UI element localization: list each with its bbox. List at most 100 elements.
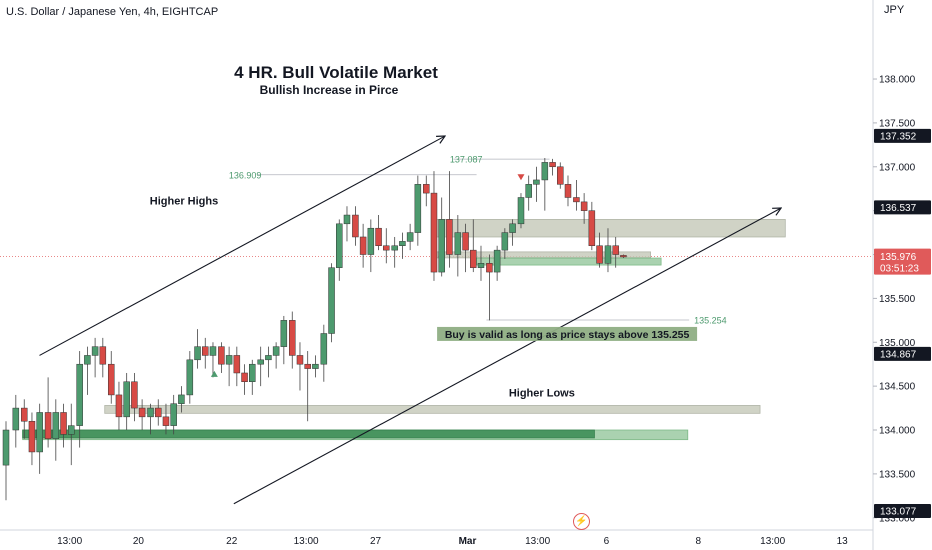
- trend-line: [233, 208, 781, 505]
- candle-bull: [312, 363, 319, 369]
- candle-bull: [541, 162, 549, 181]
- candle-bear: [573, 197, 580, 203]
- price-tick-label: 135.000: [879, 338, 916, 349]
- callout-box: [437, 326, 698, 341]
- candle-bear: [20, 407, 28, 422]
- time-tick-label: 13:00: [760, 536, 785, 547]
- candle-bear: [289, 320, 296, 356]
- trend-line: [39, 136, 445, 356]
- callout-text: Buy is valid as long as price stays abov…: [445, 329, 690, 341]
- candle-bull: [178, 394, 185, 404]
- zone-green: [476, 257, 662, 266]
- price-badge: [874, 128, 931, 143]
- candle-bull: [225, 355, 233, 365]
- price-tick-label: 138.000: [879, 75, 916, 86]
- replay-bolt-icon[interactable]: ⚡: [573, 513, 590, 530]
- time-tick-label: 22: [226, 536, 238, 547]
- candle-bear: [131, 381, 138, 409]
- candle-bull: [194, 346, 201, 361]
- candle-bull: [280, 320, 288, 347]
- candle-bear: [218, 346, 225, 365]
- candle-bear: [202, 346, 209, 356]
- annotation-text: Higher Lows: [509, 388, 575, 400]
- candle-bull: [343, 214, 351, 225]
- candle-bear: [430, 192, 438, 273]
- candle-bear: [470, 249, 477, 268]
- candle-bear: [462, 232, 469, 251]
- candle-bull: [517, 197, 525, 225]
- price-tick-label: 133.500: [879, 469, 916, 480]
- chart-symbol-title: U.S. Dollar / Japanese Yen, 4h, EIGHTCAP: [6, 6, 219, 18]
- candle-bull: [336, 223, 343, 268]
- candle-bear: [446, 219, 453, 255]
- candle-bear: [352, 214, 359, 238]
- price-tick-label: 137.500: [879, 118, 916, 129]
- time-tick-label: 20: [133, 536, 145, 547]
- time-tick-label: 13:00: [57, 536, 82, 547]
- candle-bear: [383, 245, 390, 251]
- candle-bull: [123, 381, 130, 418]
- candle-bull: [328, 267, 335, 334]
- time-tick-label: 6: [604, 536, 610, 547]
- price-badge-label: 137.352: [880, 131, 917, 142]
- time-tick-label: 8: [696, 536, 702, 547]
- candle-bear: [233, 355, 241, 374]
- zone-greendark: [22, 429, 595, 439]
- trend-lines-layer: [39, 136, 781, 505]
- current-price-label: 135.976: [880, 252, 917, 263]
- candle-bull: [12, 407, 20, 431]
- annotation-text: Higher Highs: [150, 196, 218, 208]
- candle-bear: [241, 372, 248, 383]
- time-axis: 13:00 20 22 13:00 27 Mar 13:00 6 8 13:00 13: [0, 529, 873, 547]
- price-badge: [874, 200, 931, 215]
- candle-bear: [620, 255, 627, 258]
- chart-subtitle: Bullish Increase in Pirce: [260, 83, 399, 97]
- candle-bear: [296, 355, 304, 365]
- current-price-badge: [874, 248, 931, 275]
- candle-bull: [367, 227, 375, 255]
- level-marks-layer: 136.909 137.087 135.254: [229, 155, 727, 326]
- candle-bear: [60, 412, 67, 435]
- time-tick-label: 27: [370, 536, 382, 547]
- level-label: 136.909: [229, 170, 262, 180]
- candle-bear: [486, 263, 493, 273]
- price-tick-label: 135.500: [879, 294, 916, 305]
- time-tick-label: 13: [837, 536, 849, 547]
- candle-bull: [91, 346, 99, 356]
- candle-bull: [68, 425, 75, 435]
- candle-bull: [533, 179, 540, 185]
- candle-bull: [265, 355, 272, 361]
- candle-bear: [99, 346, 107, 365]
- candle-bear: [162, 416, 170, 426]
- candle-bear: [596, 245, 603, 264]
- candle-bull: [272, 346, 280, 356]
- candle-bull: [525, 184, 532, 198]
- candle-bear: [44, 412, 52, 440]
- candle-bull: [454, 232, 462, 255]
- candle-bull: [249, 363, 256, 383]
- candle-bull: [186, 359, 194, 396]
- candle-bear: [588, 210, 596, 246]
- candle-bear: [564, 184, 572, 198]
- candle-bull: [399, 241, 406, 246]
- candle-bear: [107, 363, 115, 396]
- candle-bull: [414, 184, 422, 233]
- chart-main-title: 4 HR. Bull Volatile Market: [234, 63, 438, 82]
- price-badge: [874, 346, 931, 361]
- candle-bull: [52, 412, 60, 440]
- candle-bear: [359, 236, 367, 255]
- candle-bear: [138, 407, 146, 418]
- countdown-label: 03:51:23: [880, 264, 919, 275]
- candle-bull: [320, 333, 328, 365]
- candle-bull: [406, 232, 414, 242]
- price-tick-label: 133.000: [879, 513, 916, 524]
- candle-bull: [493, 249, 501, 273]
- candle-bear: [115, 394, 123, 418]
- candle-bear: [28, 420, 36, 453]
- candle-bull: [84, 355, 91, 365]
- price-badge-label: 134.867: [880, 349, 917, 360]
- candle-bull: [170, 403, 177, 426]
- time-tick-label: Mar: [459, 536, 477, 547]
